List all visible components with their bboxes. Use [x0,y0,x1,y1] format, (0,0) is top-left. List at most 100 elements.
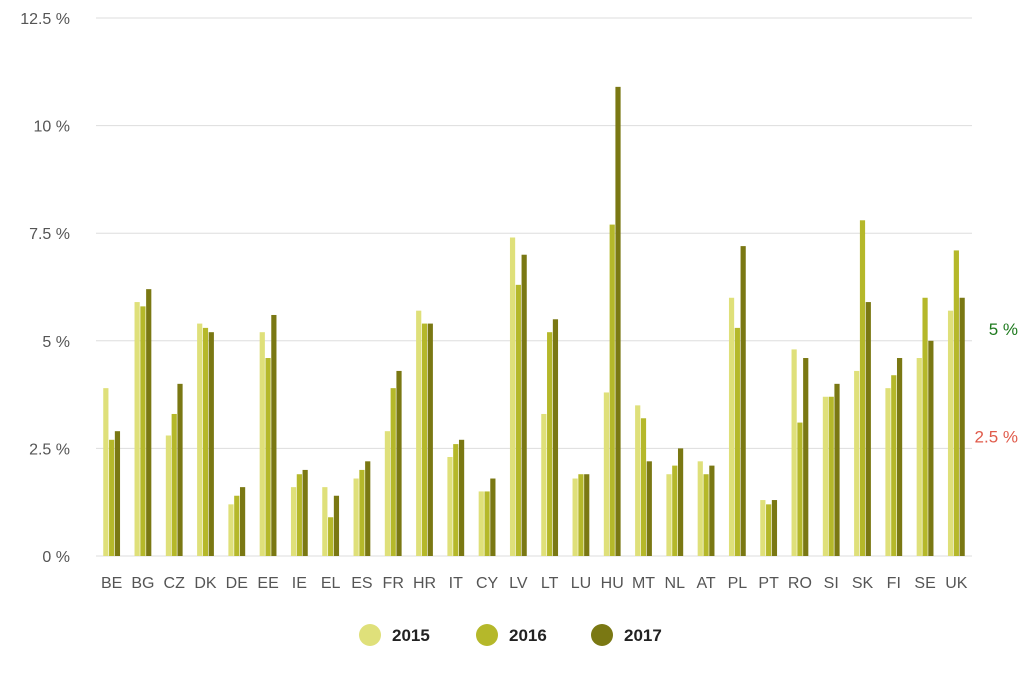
bar-pt-2017 [771,500,778,556]
bar-pl-2016 [734,327,740,556]
legend-item-2017: 2017 [591,624,662,646]
x-category-label: BG [131,575,154,592]
x-category-label: LT [541,575,559,592]
bar-el-2016 [328,517,334,556]
bar-bg-2017 [146,289,152,556]
x-category-label: IE [292,575,307,592]
bar-it-2015 [447,457,453,556]
bar-uk-2017 [959,297,965,556]
x-category-label: FR [383,575,404,592]
y-tick-label: 12.5 % [20,11,70,28]
bar-lu-2016 [578,474,584,556]
y-tick-label: 2.5 % [29,441,70,458]
bar-el-2015 [322,487,328,556]
bar-mt-2017 [646,461,652,556]
y-tick-label: 0 % [42,549,70,566]
bar-cz-2015 [165,435,172,556]
legend-swatch [591,624,613,646]
bar-bg-2016 [140,306,146,556]
legend-label: 2015 [392,626,430,645]
x-category-label: CZ [164,575,186,592]
bar-nl-2015 [666,474,672,556]
bar-uk-2015 [947,310,954,556]
x-category-label: DE [226,575,248,592]
bar-nl-2017 [677,448,684,556]
bar-pt-2016 [766,504,772,556]
legend-label: 2016 [509,626,547,645]
bar-de-2017 [239,487,246,556]
bar-ee-2015 [259,332,265,556]
bar-cy-2015 [478,491,484,556]
gridlines [96,17,972,557]
x-category-label: RO [788,575,812,592]
bar-es-2017 [365,461,371,556]
legend-item-2015: 2015 [359,624,430,646]
bar-pt-2015 [760,500,766,556]
bar-ee-2017 [271,314,277,556]
bar-at-2016 [703,474,709,556]
bar-ee-2016 [265,358,271,556]
bar-bg-2015 [134,302,140,556]
bar-cy-2016 [484,491,490,556]
bar-hu-2016 [609,224,615,557]
reference-label: 2.5 % [975,427,1018,446]
bar-dk-2015 [197,323,203,556]
y-tick-label: 5 % [42,334,70,351]
reference-label: 5 % [989,320,1018,339]
bar-es-2015 [353,478,359,556]
x-category-label: MT [632,575,655,592]
x-category-label: HR [413,575,436,592]
x-category-label: ES [351,575,372,592]
bar-hu-2017 [615,86,621,556]
bar-cz-2017 [177,383,183,556]
x-category-label: SI [824,575,839,592]
bar-ro-2016 [797,422,803,556]
x-category-label: HU [601,575,624,592]
legend-swatch [359,624,381,646]
reference-labels: 5 % 2.5 % [975,320,1018,447]
bar-fi-2015 [885,388,891,556]
bar-hr-2017 [427,323,433,556]
bar-pl-2015 [728,297,735,556]
bar-ie-2015 [290,487,297,556]
x-category-label: EE [257,575,278,592]
bar-se-2015 [916,358,922,556]
x-category-label: AT [696,575,715,592]
bar-uk-2016 [953,250,959,556]
legend-swatch [476,624,498,646]
x-category-label: IT [449,575,463,592]
x-category-label: DK [194,575,217,592]
bar-lv-2016 [515,284,521,556]
bar-be-2017 [114,431,121,556]
bar-si-2016 [828,396,834,556]
bar-sk-2016 [859,220,866,556]
y-axis-ticks: 0 % 2.5 % 5 % 7.5 % 10 % 12.5 % [20,11,70,566]
bar-si-2017 [834,383,840,556]
bar-ro-2015 [791,349,797,556]
bar-lv-2017 [521,254,527,556]
x-category-label: CY [476,575,499,592]
bar-be-2016 [109,439,115,556]
bar-lv-2015 [509,237,516,556]
bar-cz-2016 [171,413,177,556]
bar-nl-2016 [672,465,678,556]
y-tick-label: 7.5 % [29,226,70,243]
y-tick-label: 10 % [34,119,70,136]
x-category-label: FI [887,575,901,592]
bar-dk-2017 [208,332,214,556]
bar-fr-2015 [384,431,391,556]
bar-be-2015 [103,388,109,556]
legend: 2015 2016 2017 [359,624,662,646]
bar-it-2017 [458,439,465,556]
bar-lt-2017 [552,319,559,556]
bar-fi-2017 [896,358,903,556]
bar-mt-2016 [640,418,647,556]
bar-at-2015 [697,461,703,556]
bar-fi-2016 [891,375,897,556]
bar-fr-2017 [396,370,402,556]
bar-mt-2015 [635,405,641,556]
bar-fr-2016 [390,388,396,556]
bar-sk-2017 [865,302,871,556]
x-category-label: SK [852,575,874,592]
